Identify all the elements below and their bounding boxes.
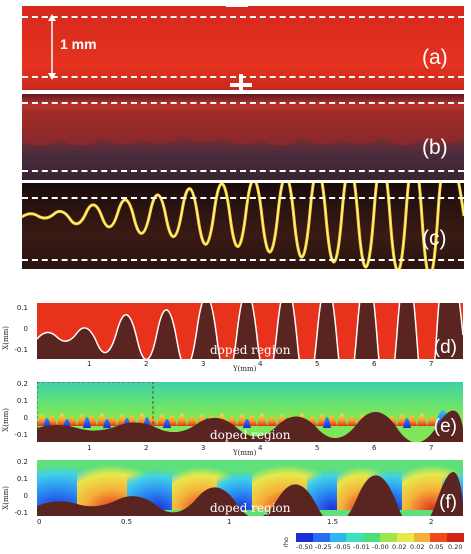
panel-d-ylabel: X(mm): [2, 326, 10, 350]
panel-c-bottom-line: [22, 259, 464, 261]
panel-d-ytick: 0.1: [16, 304, 28, 312]
panel-c: (c): [22, 183, 464, 269]
panel-e-ytick: 0.2: [16, 380, 28, 388]
panel-f-frame: X(mm) 0.2 0.1 0 -0.1: [0, 458, 471, 538]
panel-f-ytick: 0.2: [16, 458, 28, 466]
panel-d-xtick: 6: [372, 360, 377, 368]
panel-f-xticks: 0 0.5 1 1.5 2: [37, 518, 463, 530]
panel-d-xtick: 3: [201, 360, 206, 368]
panel-f-ytick: 0.1: [16, 475, 28, 483]
colorbar-tick: -0.50: [296, 543, 313, 551]
panel-f-xtick: 1.5: [327, 518, 339, 526]
panel-d-ytick: -0.1: [14, 346, 28, 354]
colorbar-swatch: [329, 533, 347, 542]
panel-d-xlabel: Y(mm): [233, 365, 257, 373]
panel-e-xtick: 1: [87, 444, 92, 452]
panel-b-top-line: [22, 102, 464, 104]
panel-f-ytick: -0.1: [14, 509, 28, 517]
electrode-plus-icon: [230, 74, 252, 90]
colorbar-tick: -0.05: [334, 543, 351, 551]
panel-e-xtick: 4: [258, 444, 263, 452]
panel-e-frame: X(mm) 0.2 0.1 0 -0.1: [0, 378, 471, 458]
panel-e: doped region (e): [37, 382, 463, 442]
panel-f-region-label: doped region: [210, 501, 291, 515]
colorbar-tick: 0.05: [429, 543, 444, 551]
panel-c-label: (c): [422, 227, 447, 250]
panel-e-xtick: 5: [315, 444, 320, 452]
panel-d-xticks: 1 2 3 4 5 6 7 Y(mm): [37, 360, 463, 373]
colorbar-ticks: -0.50 -0.25 -0.05 -0.01 -0.00 0.02 0.02 …: [296, 543, 466, 553]
panel-d-interface: [37, 303, 463, 359]
colorbar-tick: 0.20: [448, 543, 463, 551]
panel-e-ylabel: X(mm): [2, 408, 10, 432]
colorbar-title: rho: [282, 537, 290, 548]
electrode-minus-icon: [226, 6, 248, 7]
panel-b: (b): [22, 94, 464, 180]
panel-e-xticks: 1 2 3 4 5 6 7 Y(mm): [37, 444, 463, 457]
panel-d-label: (d): [433, 337, 457, 358]
scale-arrow-icon: [48, 14, 56, 80]
panel-d-xtick: 7: [429, 360, 434, 368]
panel-d-xtick: 2: [144, 360, 149, 368]
panel-f-xtick: 0: [37, 518, 42, 526]
colorbar-tick: -0.01: [353, 543, 370, 551]
panel-b-label: (b): [422, 136, 448, 159]
panel-d-frame: X(mm) 0.1 0 -0.1: [0, 296, 471, 376]
colorbar-swatch: [346, 533, 364, 542]
colorbar-swatch: [379, 533, 397, 542]
panel-f-field: [37, 460, 463, 516]
colorbar-swatch: [447, 533, 464, 542]
panel-b-bottom-line: [22, 170, 464, 172]
panel-c-top-line: [22, 197, 464, 199]
colorbar-swatches: [296, 533, 464, 542]
panel-d-xtick: 1: [87, 360, 92, 368]
colorbar-swatch: [413, 533, 431, 542]
colorbar-tick: -0.00: [372, 543, 389, 551]
panel-f: doped region (f): [37, 460, 463, 516]
panel-e-field: [37, 382, 463, 442]
panel-f-label: (f): [439, 492, 457, 513]
panel-e-xtick: 2: [144, 444, 149, 452]
panel-e-ytick: -0.1: [14, 431, 28, 439]
panel-e-region-label: doped region: [210, 428, 291, 442]
panel-f-xtick: 1: [227, 518, 232, 526]
panel-d-ytick: 0: [23, 325, 28, 333]
colorbar-swatch: [296, 533, 313, 542]
scale-label: 1 mm: [60, 36, 97, 52]
panel-d: doped region (d): [37, 303, 463, 359]
panel-d-xtick: 4: [258, 360, 263, 368]
panel-f-ylabel: X(mm): [2, 486, 10, 510]
panel-f-xtick: 2: [429, 518, 434, 526]
panel-a: 1 mm (a): [22, 6, 464, 90]
panel-e-xtick: 3: [201, 444, 206, 452]
panel-f-ytick: 0: [23, 492, 28, 500]
panel-a-top-line: [22, 16, 464, 18]
panel-c-front-line: [22, 183, 464, 269]
colorbar-tick: 0.02: [392, 543, 407, 551]
panel-e-xlabel: Y(mm): [233, 449, 257, 457]
panel-e-xtick: 7: [429, 444, 434, 452]
panel-d-region-label: doped region: [210, 343, 291, 357]
panel-e-xtick: 6: [372, 444, 377, 452]
panel-e-label: (e): [433, 416, 457, 437]
panel-d-xtick: 5: [315, 360, 320, 368]
colorbar-tick: -0.25: [315, 543, 332, 551]
colorbar-tick: 0.02: [410, 543, 425, 551]
colorbar-swatch: [312, 533, 330, 542]
panel-b-fingers: [22, 110, 464, 146]
panel-f-xtick: 0.5: [121, 518, 133, 526]
panel-e-ytick: 0.1: [16, 397, 28, 405]
panel-a-label: (a): [422, 46, 448, 69]
colorbar-swatch: [363, 533, 380, 542]
colorbar-swatch: [396, 533, 414, 542]
panel-e-ytick: 0: [23, 414, 28, 422]
colorbar-swatch: [430, 533, 448, 542]
colorbar: rho -0.50 -0.25 -0.05 -0.01 -0.00 0.02 0…: [282, 533, 466, 553]
